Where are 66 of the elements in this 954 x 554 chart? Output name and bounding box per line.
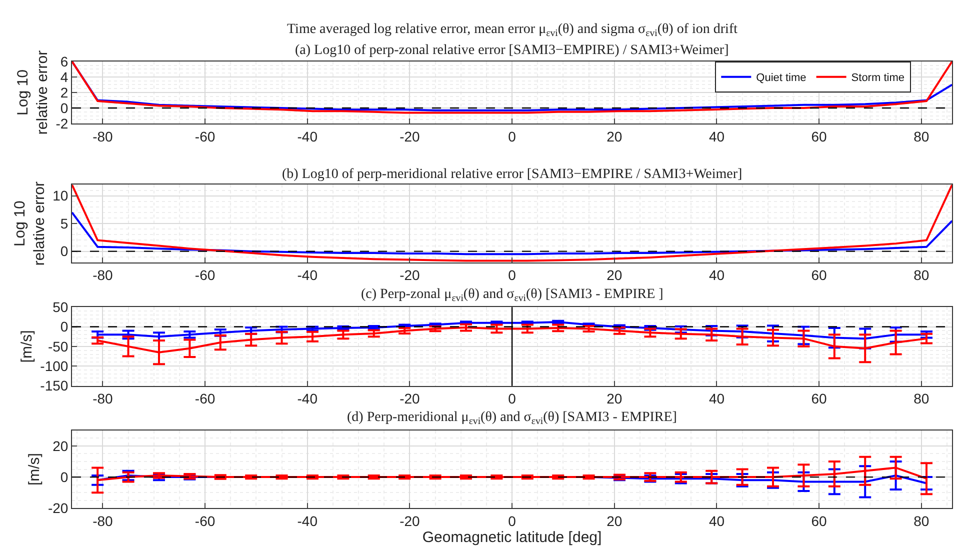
legend-label: Quiet time <box>756 72 806 84</box>
x-tick-label: -80 <box>92 128 114 144</box>
x-tick-label: -20 <box>400 390 420 407</box>
x-tick-label: 20 <box>606 128 622 144</box>
y-tick-label: 5 <box>60 215 68 232</box>
x-tick-label: -40 <box>297 390 318 407</box>
x-tick-label: 60 <box>811 267 828 284</box>
x-tick-label: -60 <box>194 390 216 407</box>
y-tick-label: 6 <box>60 53 68 70</box>
y-tick-label: 10 <box>52 188 68 204</box>
x-tick-label: -40 <box>297 267 318 284</box>
x-tick-label: 80 <box>914 267 930 284</box>
y-tick-label: 4 <box>60 68 68 85</box>
x-tick-label: 60 <box>811 128 828 144</box>
x-tick-label: 0 <box>508 267 516 284</box>
y-tick-label: -50 <box>48 338 68 354</box>
chart-title: (c) Perp-zonal μ$_{εvi}$(θ) and σ$_{εvi}$(θ) [SAMI3 - EMPIRE ] <box>361 287 664 304</box>
y-axis-title: Log 10 relative error <box>11 181 48 266</box>
y-axis-title: Log 10 relative error <box>14 50 51 135</box>
y-tick-label: -2 <box>56 115 68 132</box>
y-tick-label: 20 <box>52 438 68 454</box>
y-tick-label: 0 <box>60 100 68 116</box>
chart-title: Time averaged log relative error, mean error μ$_{εvi}$(θ) and sigma σ$_{εvi}$(θ) of ion drift <box>287 22 738 39</box>
x-tick-label: 20 <box>606 390 622 407</box>
x-tick-label: 40 <box>708 390 725 407</box>
x-tick-label: 0 <box>508 512 516 529</box>
y-axis-title: [m/s] <box>26 453 44 486</box>
x-axis-title: Geomagnetic latitude [deg] <box>422 528 602 546</box>
x-tick-label: 80 <box>914 390 930 407</box>
x-tick-label: -60 <box>194 512 216 529</box>
x-tick-label: -80 <box>92 512 114 529</box>
x-tick-label: -80 <box>92 267 114 284</box>
x-tick-label: 40 <box>708 512 725 529</box>
line-series <box>72 211 952 256</box>
y-tick-label: 0 <box>60 243 68 260</box>
x-tick-label: -80 <box>92 390 114 407</box>
x-tick-label: -20 <box>400 512 420 529</box>
y-tick-label: 0 <box>60 468 68 485</box>
x-tick-label: 20 <box>606 267 622 284</box>
x-tick-label: 0 <box>508 390 516 407</box>
x-tick-label: -20 <box>400 267 420 284</box>
y-axis-title: [m/s] <box>18 330 36 363</box>
y-tick-label: -100 <box>40 358 68 374</box>
x-tick-label: 20 <box>606 512 622 529</box>
y-tick-label: 50 <box>52 299 68 316</box>
x-tick-label: -60 <box>194 128 216 144</box>
x-tick-label: 80 <box>914 128 930 144</box>
x-tick-label: 40 <box>708 128 725 144</box>
x-tick-label: 40 <box>708 267 725 284</box>
y-tick-label: -150 <box>40 378 68 394</box>
x-tick-label: 60 <box>811 390 828 407</box>
x-tick-label: -60 <box>194 267 216 284</box>
y-tick-label: -20 <box>48 500 68 516</box>
x-tick-label: -20 <box>400 128 420 144</box>
legend-label: Storm time <box>851 72 904 84</box>
chart-title: (b) Log10 of perp-meridional relative error [SAMI3−EMPIRE / SAMI3+Weimer] <box>282 167 742 182</box>
x-tick-label: 0 <box>508 128 516 144</box>
chart-subtitle: (a) Log10 of perp-zonal relative error [SAMI3−EMPIRE) / SAMI3+Weimer] <box>295 43 729 58</box>
y-tick-label: 0 <box>60 318 68 335</box>
y-tick-label: 2 <box>60 84 68 100</box>
chart-title: (d) Perp-meridional μ$_{εvi}$(θ) and σ$_{εvi}$(θ) [SAMI3 - EMPIRE] <box>347 410 677 427</box>
x-tick-label: -40 <box>297 128 318 144</box>
line-series <box>72 184 952 262</box>
x-tick-label: 60 <box>811 512 828 529</box>
x-tick-label: -40 <box>297 512 318 529</box>
x-tick-label: 80 <box>914 512 930 529</box>
